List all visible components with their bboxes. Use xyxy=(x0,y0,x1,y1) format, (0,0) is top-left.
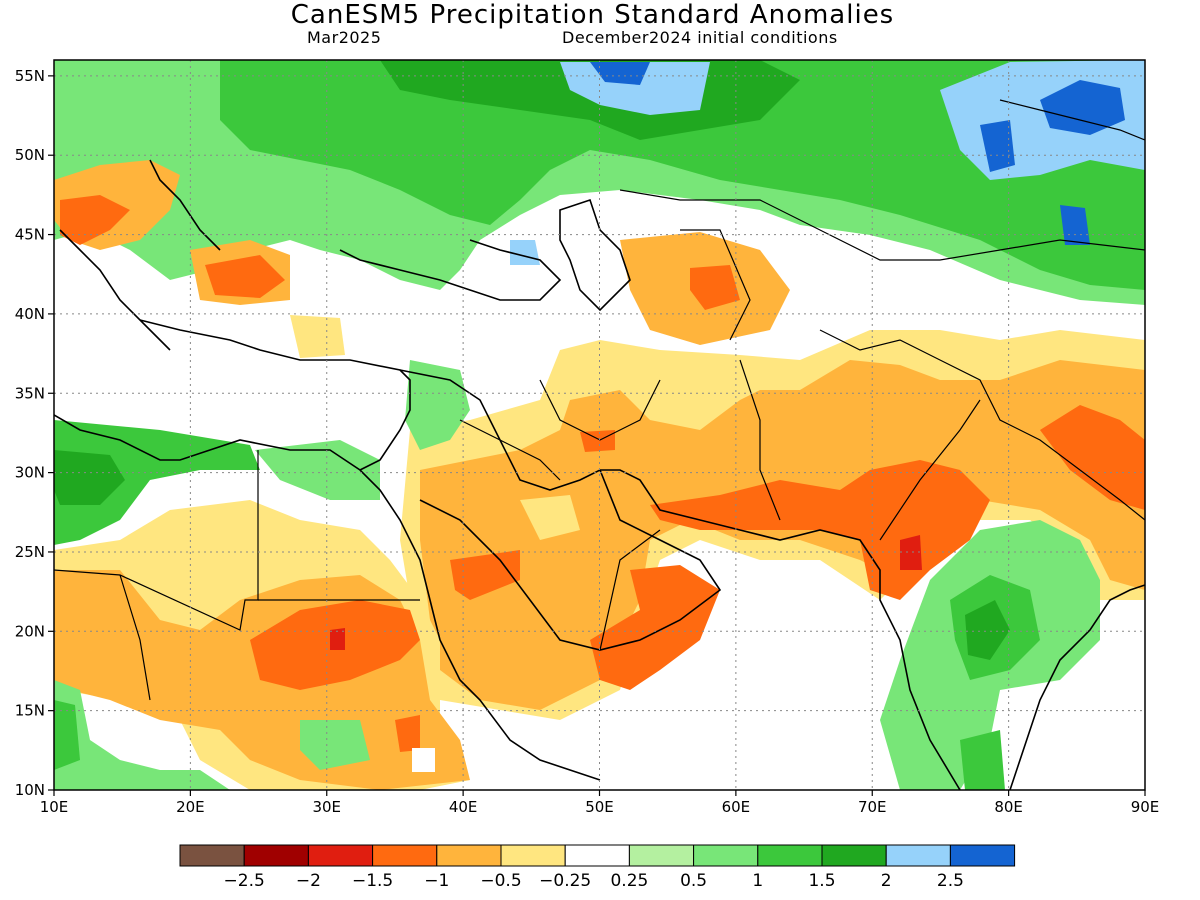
colorbar-swatch xyxy=(436,844,502,867)
colorbar-label: −1.5 xyxy=(352,871,393,891)
colorbar-swatch xyxy=(500,844,566,867)
anomaly-region-nafrica-darkgreen xyxy=(54,450,125,505)
colorbar-label: 1.5 xyxy=(808,871,835,891)
anomaly-region-blue-xinjiang xyxy=(1060,205,1090,245)
colorbar-swatch xyxy=(693,844,759,867)
initial-conditions-label: December2024 initial conditions xyxy=(562,28,838,47)
anomaly-region-alps-deeporange xyxy=(60,195,130,245)
x-tick-label: 80E xyxy=(994,798,1023,816)
anomaly-region-lightblue-turkey-n xyxy=(510,240,540,265)
colorbar: −2.5 −2 −1.5 −1 −0.5 −0.25 0.25 0.5 1 1.5 2 2.5 xyxy=(179,844,1016,891)
y-tick-label: 40N xyxy=(15,305,45,323)
y-tick-label: 10N xyxy=(15,781,45,799)
x-axis: 10E 20E 30E 40E 50E 60E 70E 80E 90E xyxy=(40,790,1160,816)
colorbar-label: −2 xyxy=(296,871,321,891)
anomaly-region-egypt-green xyxy=(255,440,380,500)
anomaly-region-blue-ne xyxy=(1040,80,1125,135)
x-tick-label: 40E xyxy=(449,798,478,816)
colorbar-label: 2 xyxy=(881,871,892,891)
forecast-month: Mar2025 xyxy=(307,28,382,47)
anomaly-region-north-darkgreen xyxy=(220,60,1145,290)
colorbar-label: 0.5 xyxy=(680,871,707,891)
anomaly-region-india-south-green xyxy=(960,730,1005,790)
anomaly-region-sudan-red xyxy=(330,628,345,650)
y-tick-label: 15N xyxy=(15,702,45,720)
anomaly-region-iran-deeporange xyxy=(580,430,615,452)
colorbar-swatch xyxy=(372,844,438,867)
y-tick-label: 25N xyxy=(15,543,45,561)
colorbar-swatch xyxy=(564,844,630,867)
anomaly-region-turkey-yellow xyxy=(290,315,345,358)
y-tick-label: 45N xyxy=(15,226,45,244)
colorbar-label: −2.5 xyxy=(224,871,265,891)
x-tick-label: 90E xyxy=(1131,798,1160,816)
colorbar-swatch xyxy=(821,844,887,867)
colorbar-label: 2.5 xyxy=(937,871,964,891)
anomaly-region-pakistan-red xyxy=(900,535,922,570)
colorbar-swatch xyxy=(757,844,823,867)
x-tick-label: 70E xyxy=(858,798,887,816)
colorbar-swatch xyxy=(307,844,374,867)
y-tick-label: 30N xyxy=(15,464,45,482)
y-axis: 10N 15N 20N 25N 30N 35N 40N 45N 50N 55N xyxy=(15,67,54,799)
x-tick-label: 50E xyxy=(585,798,614,816)
anomaly-region-chad-green xyxy=(300,720,370,770)
y-tick-label: 55N xyxy=(15,67,45,85)
colorbar-label: 1 xyxy=(752,871,763,891)
map-title: CanESM5 Precipitation Standard Anomalies xyxy=(290,0,895,30)
y-tick-label: 20N xyxy=(15,622,45,640)
y-tick-label: 35N xyxy=(15,384,45,402)
anomaly-region-west-darkgreen xyxy=(54,700,80,770)
colorbar-swatch xyxy=(179,844,245,867)
anomaly-region-blue-ne2 xyxy=(980,120,1015,172)
anomaly-region-blue-caspian-n xyxy=(590,62,650,85)
anomaly-region-turkmen-deeporange xyxy=(690,265,740,310)
y-tick-label: 50N xyxy=(15,146,45,164)
colorbar-label: 0.25 xyxy=(610,871,648,891)
anomaly-region-india-darkgreen2 xyxy=(965,600,1010,660)
anomaly-region-ethiopia-white xyxy=(412,748,435,772)
colorbar-label: −1 xyxy=(424,871,449,891)
colorbar-swatch xyxy=(949,844,1016,867)
x-tick-label: 10E xyxy=(40,798,69,816)
anomaly-region-india-north-deeporange xyxy=(1040,405,1145,510)
colorbar-swatch xyxy=(885,844,951,867)
anomaly-region-west-green xyxy=(54,680,230,790)
coastlines xyxy=(54,159,1145,790)
colorbar-label: −0.25 xyxy=(539,871,591,891)
map-grid xyxy=(54,60,1145,790)
anomaly-region-lightblue-caspian-n xyxy=(560,62,710,115)
anomaly-region-oman-deeporange xyxy=(590,565,720,690)
colorbar-swatch xyxy=(243,844,309,867)
anomaly-region-arabia-yellow-patch xyxy=(520,495,580,540)
colorbar-swatch xyxy=(628,844,695,867)
anomaly-region-balkans-deeporange xyxy=(205,255,285,298)
x-tick-label: 30E xyxy=(312,798,341,816)
anomaly-region-ethiopia-deeporange xyxy=(395,715,420,752)
colorbar-label: −0.5 xyxy=(480,871,521,891)
x-tick-label: 60E xyxy=(722,798,751,816)
x-tick-label: 20E xyxy=(176,798,205,816)
country-borders xyxy=(54,99,1145,701)
